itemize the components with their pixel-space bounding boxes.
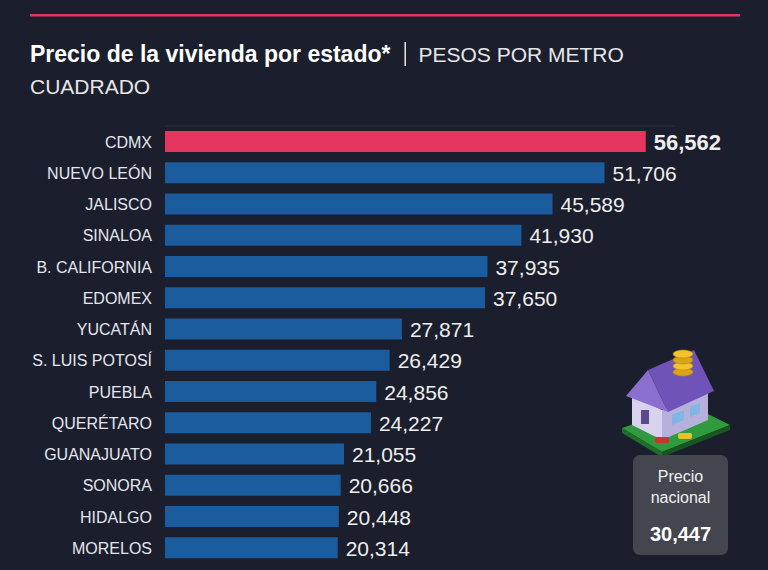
- data-label: 26,429: [398, 349, 462, 372]
- bar: [165, 319, 402, 340]
- national-label: Precio nacional: [651, 468, 711, 506]
- data-label: 51,706: [613, 162, 677, 185]
- data-label: 20,666: [349, 474, 413, 497]
- bar: [165, 194, 553, 215]
- bar: [165, 162, 605, 183]
- data-label: 20,314: [346, 537, 411, 560]
- data-label: 45,589: [561, 193, 625, 216]
- bar: [165, 444, 344, 465]
- x-axis-line: [165, 126, 675, 127]
- house-icon: [622, 350, 730, 457]
- window: [672, 410, 684, 425]
- data-label: 21,055: [352, 443, 416, 466]
- bar: [165, 225, 521, 246]
- bar: [165, 131, 646, 152]
- subtitle-line: CUADRADO: [30, 75, 150, 98]
- chart: Precio de la vivienda por estado*PESOS P…: [0, 0, 768, 570]
- national-label-line: nacional: [651, 489, 711, 506]
- title-separator: [404, 42, 406, 66]
- bar: [165, 256, 487, 277]
- national-label-line: Precio: [658, 468, 703, 485]
- category-label: B. CALIFORNIA: [36, 259, 152, 276]
- top-rule: [30, 14, 740, 17]
- category-label: NUEVO LEÓN: [47, 164, 152, 182]
- category-label: S. LUIS POTOSÍ: [32, 351, 152, 369]
- bar: [165, 350, 390, 371]
- data-label: 41,930: [529, 224, 593, 247]
- category-label: SONORA: [83, 477, 153, 494]
- subtitle: PESOS POR METRO CUADRADO: [30, 43, 624, 98]
- subtitle-line: PESOS POR METRO: [418, 43, 623, 66]
- bar: [165, 287, 485, 308]
- bar: [165, 506, 339, 527]
- coin: [673, 350, 693, 358]
- title: Precio de la vivienda por estado*: [30, 41, 391, 67]
- category-label: PUEBLA: [89, 384, 152, 401]
- category-label: JALISCO: [85, 196, 152, 213]
- category-label: QUERÉTARO: [52, 414, 152, 432]
- door: [641, 410, 649, 424]
- roof-side: [648, 350, 714, 412]
- data-label: 56,562: [654, 130, 721, 155]
- data-label: 24,227: [379, 412, 443, 435]
- category-label: MORELOS: [72, 540, 152, 557]
- national-value: 30,447: [650, 523, 711, 545]
- data-label: 20,448: [347, 506, 411, 529]
- car: [678, 433, 692, 439]
- bar: [165, 537, 338, 558]
- sign: [655, 437, 669, 443]
- data-label: 27,871: [410, 318, 474, 341]
- category-label: HIDALGO: [80, 509, 152, 526]
- data-label: 37,650: [493, 287, 557, 310]
- national-box: [633, 455, 728, 555]
- data-label: 37,935: [495, 256, 559, 279]
- category-label: EDOMEX: [83, 290, 153, 307]
- data-label: 24,856: [384, 381, 448, 404]
- bar: [165, 412, 371, 433]
- category-label: SINALOA: [83, 227, 153, 244]
- bars: [165, 131, 646, 558]
- category-label: CDMX: [105, 134, 152, 151]
- bar: [165, 475, 341, 496]
- window: [690, 403, 700, 417]
- background: [0, 0, 768, 570]
- category-label: GUANAJUATO: [44, 446, 152, 463]
- bar: [165, 381, 376, 402]
- category-label: YUCATÁN: [77, 320, 152, 338]
